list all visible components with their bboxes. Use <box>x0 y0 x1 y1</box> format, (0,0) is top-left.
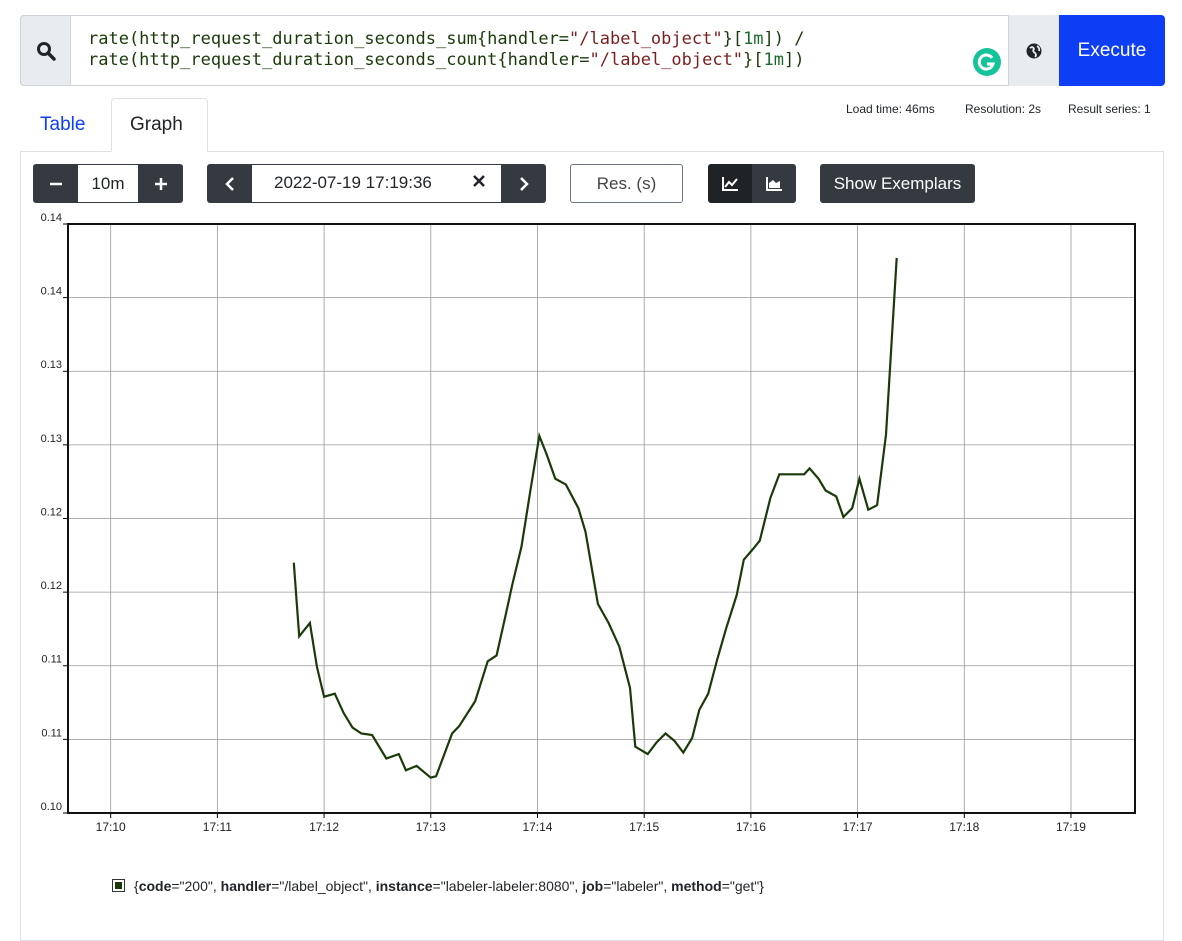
x-tick-label: 17:17 <box>843 820 873 834</box>
text-part: ="/label_object", <box>271 878 376 894</box>
stat: Resolution: 2s <box>965 102 1042 116</box>
text-part: { <box>134 878 139 894</box>
tab[interactable]: Graph <box>130 114 183 135</box>
text-part: "/label_object" <box>589 50 744 70</box>
graph-panel <box>20 151 1164 941</box>
x-tick-label: 17:14 <box>522 820 552 834</box>
x-tick-label: 17:18 <box>949 820 979 834</box>
icon <box>766 176 782 191</box>
y-tick-label: 0.10 <box>41 801 62 813</box>
x-tick-label: 17:15 <box>629 820 659 834</box>
x-tick-label: 17:19 <box>1056 820 1086 834</box>
y-tick-label: 0.11 <box>41 727 62 739</box>
icon <box>49 182 62 185</box>
decrease-range[interactable] <box>33 164 78 203</box>
metrics-explorer-button[interactable] <box>1008 15 1059 86</box>
search-icon <box>20 15 71 86</box>
show-exemplars-button[interactable]: Show Exemplars <box>820 164 975 203</box>
legend-entry[interactable]: {code="200", handler="/label_object", in… <box>134 878 764 894</box>
text-part: 1m <box>763 50 785 70</box>
clear-end-time[interactable] <box>472 174 486 193</box>
tab[interactable]: Table <box>40 114 86 135</box>
grammarly-icon[interactable] <box>973 48 1001 76</box>
icon <box>154 177 167 190</box>
x-tick-label: 17:10 <box>96 820 126 834</box>
plot-frame <box>67 223 1136 814</box>
x-tick-label: 17:16 <box>736 820 766 834</box>
later[interactable] <box>501 164 546 203</box>
text-part: ="get"} <box>721 878 764 894</box>
resolution-input[interactable]: Res. (s) <box>570 164 683 203</box>
x-tick-label: 17:12 <box>309 820 339 834</box>
increase-range[interactable] <box>138 164 183 203</box>
text-part: instance <box>375 878 433 894</box>
text-part: method <box>671 878 722 894</box>
stacked-button[interactable] <box>752 164 796 203</box>
text-part: ="labeler", <box>603 878 672 894</box>
text-part: "/label_object" <box>569 29 723 49</box>
y-tick-label: 0.13 <box>41 433 62 445</box>
legend-swatch <box>115 882 122 889</box>
text-part: ]) / <box>763 29 805 49</box>
end-time-input[interactable]: 2022-07-19 17:19:36 <box>274 173 432 192</box>
text-part: }[ <box>743 50 764 70</box>
icon <box>224 176 234 191</box>
text-part: rate(http_request_duration_seconds_count… <box>88 50 590 70</box>
end-time-box <box>252 164 501 203</box>
icon <box>1026 43 1042 58</box>
stat: Result series: 1 <box>1068 102 1151 116</box>
execute-button[interactable]: Execute <box>1059 15 1165 86</box>
text-part: rate(http_request_duration_seconds_sum{h… <box>88 29 570 49</box>
x-tick-label: 17:11 <box>203 820 232 834</box>
y-tick-label: 0.11 <box>41 654 62 666</box>
x-tick-label: 17:13 <box>416 820 446 834</box>
text-part: 1m <box>743 29 764 49</box>
query-line[interactable]: rate(http_request_duration_seconds_sum{h… <box>88 29 805 50</box>
text-part: code <box>138 878 172 894</box>
text-part: ="labeler-labeler:8080", <box>432 878 583 894</box>
text-part: ]) <box>784 50 805 70</box>
y-tick-label: 0.14 <box>41 212 62 224</box>
text-part: job <box>582 878 604 894</box>
tab-active[interactable] <box>111 98 208 152</box>
icon <box>36 41 56 61</box>
icon <box>519 176 529 191</box>
earlier[interactable] <box>207 164 252 203</box>
range-input[interactable]: 10m <box>78 164 138 203</box>
unstacked-button[interactable] <box>708 164 752 203</box>
legend-swatch-box <box>112 879 125 892</box>
y-tick-label: 0.12 <box>41 506 62 518</box>
y-tick-label: 0.12 <box>41 580 62 592</box>
query-line[interactable]: rate(http_request_duration_seconds_count… <box>88 50 805 71</box>
series-line <box>292 257 898 779</box>
y-tick-label: 0.13 <box>41 359 62 371</box>
text-part: }[ <box>722 29 744 49</box>
icon <box>722 176 738 191</box>
text-part: ="200", <box>171 878 221 894</box>
icon <box>977 53 996 71</box>
stat: Load time: 46ms <box>846 102 935 116</box>
icon <box>473 175 485 187</box>
y-tick-label: 0.14 <box>41 286 62 298</box>
text-part: handler <box>220 878 272 894</box>
